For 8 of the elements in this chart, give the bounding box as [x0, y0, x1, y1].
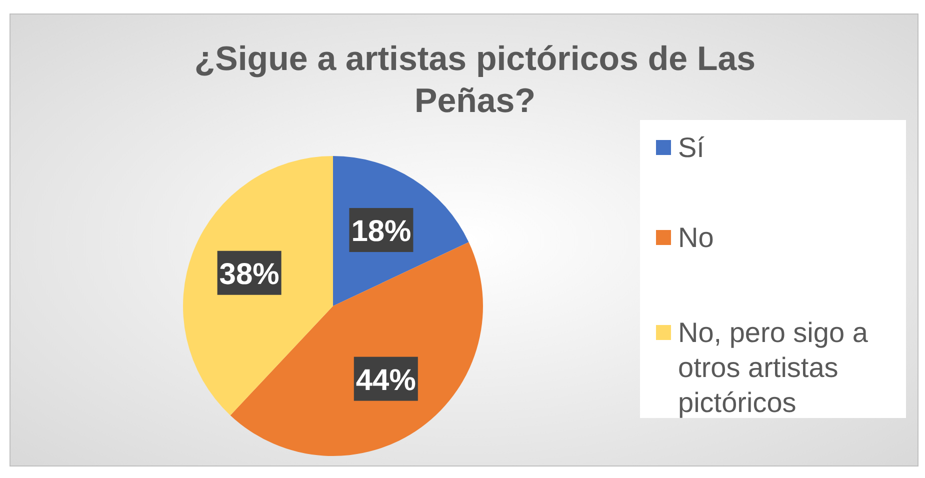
legend-label: No [678, 222, 714, 253]
data-label: 18% [351, 215, 412, 248]
legend-label: No, pero sigo a otros artistas pictóricos [678, 317, 868, 418]
chart-title: ¿Sigue a artistas pictóricos de Las Peñas? [194, 40, 756, 120]
data-label: 38% [219, 258, 280, 291]
pie-slice [183, 156, 333, 416]
legend-label: Sí [678, 132, 705, 163]
data-label: 44% [356, 364, 416, 397]
